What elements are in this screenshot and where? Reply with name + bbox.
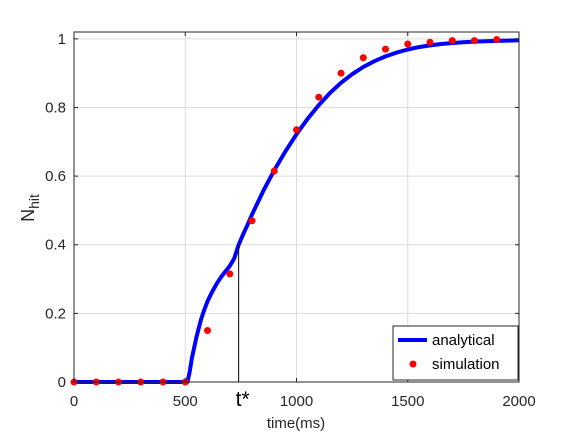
axis-ticks [73,32,520,383]
simulation-point [448,37,456,45]
y-tick-label: 0 [58,374,66,391]
y-tick-label: 0.6 [45,168,66,185]
t-star-annotation: t* [236,388,250,411]
analytical-series-line [74,38,520,384]
simulation-point [226,270,234,278]
x-tick-label: 1500 [391,393,424,410]
y-axis-label-subscript: hit [26,194,42,209]
simulation-point [204,327,211,335]
simulation-point [382,45,389,53]
x-tick-label: 500 [173,393,198,410]
legend: analytical simulation [392,325,519,381]
x-axis-label: time(ms) [267,415,325,432]
x-tick-label: 2000 [502,393,535,410]
y-axis-label-main: N [18,209,38,222]
x-tick-labels: 0 500 1000 1500 2000 [70,393,536,410]
simulation-point [293,126,300,134]
simulation-point [426,38,434,46]
y-tick-label: 0.2 [45,305,66,322]
x-tick-label: 0 [70,393,78,410]
y-tick-label: 0.8 [45,99,66,116]
simulation-point [493,36,501,44]
grid-lines [74,32,519,382]
x-tick-label: 1000 [280,393,313,410]
y-tick-label: 1 [58,31,66,48]
simulation-point [359,54,367,62]
legend-analytical-label: analytical [432,332,495,349]
legend-box [392,325,519,381]
simulation-point [315,93,323,101]
simulation-point [471,37,478,45]
legend-simulation-label: simulation [432,356,500,373]
simulation-point [270,167,278,175]
y-axis-label: Nhit [18,194,42,222]
svg-text:Nhit: Nhit [18,194,42,222]
simulation-point [248,217,256,225]
y-tick-label: 0.4 [45,237,66,254]
y-tick-labels: 0 0.2 0.4 0.6 0.8 1 [45,31,66,391]
simulation-point [404,40,412,48]
simulation-point [337,69,345,77]
legend-simulation-swatch [409,360,417,368]
